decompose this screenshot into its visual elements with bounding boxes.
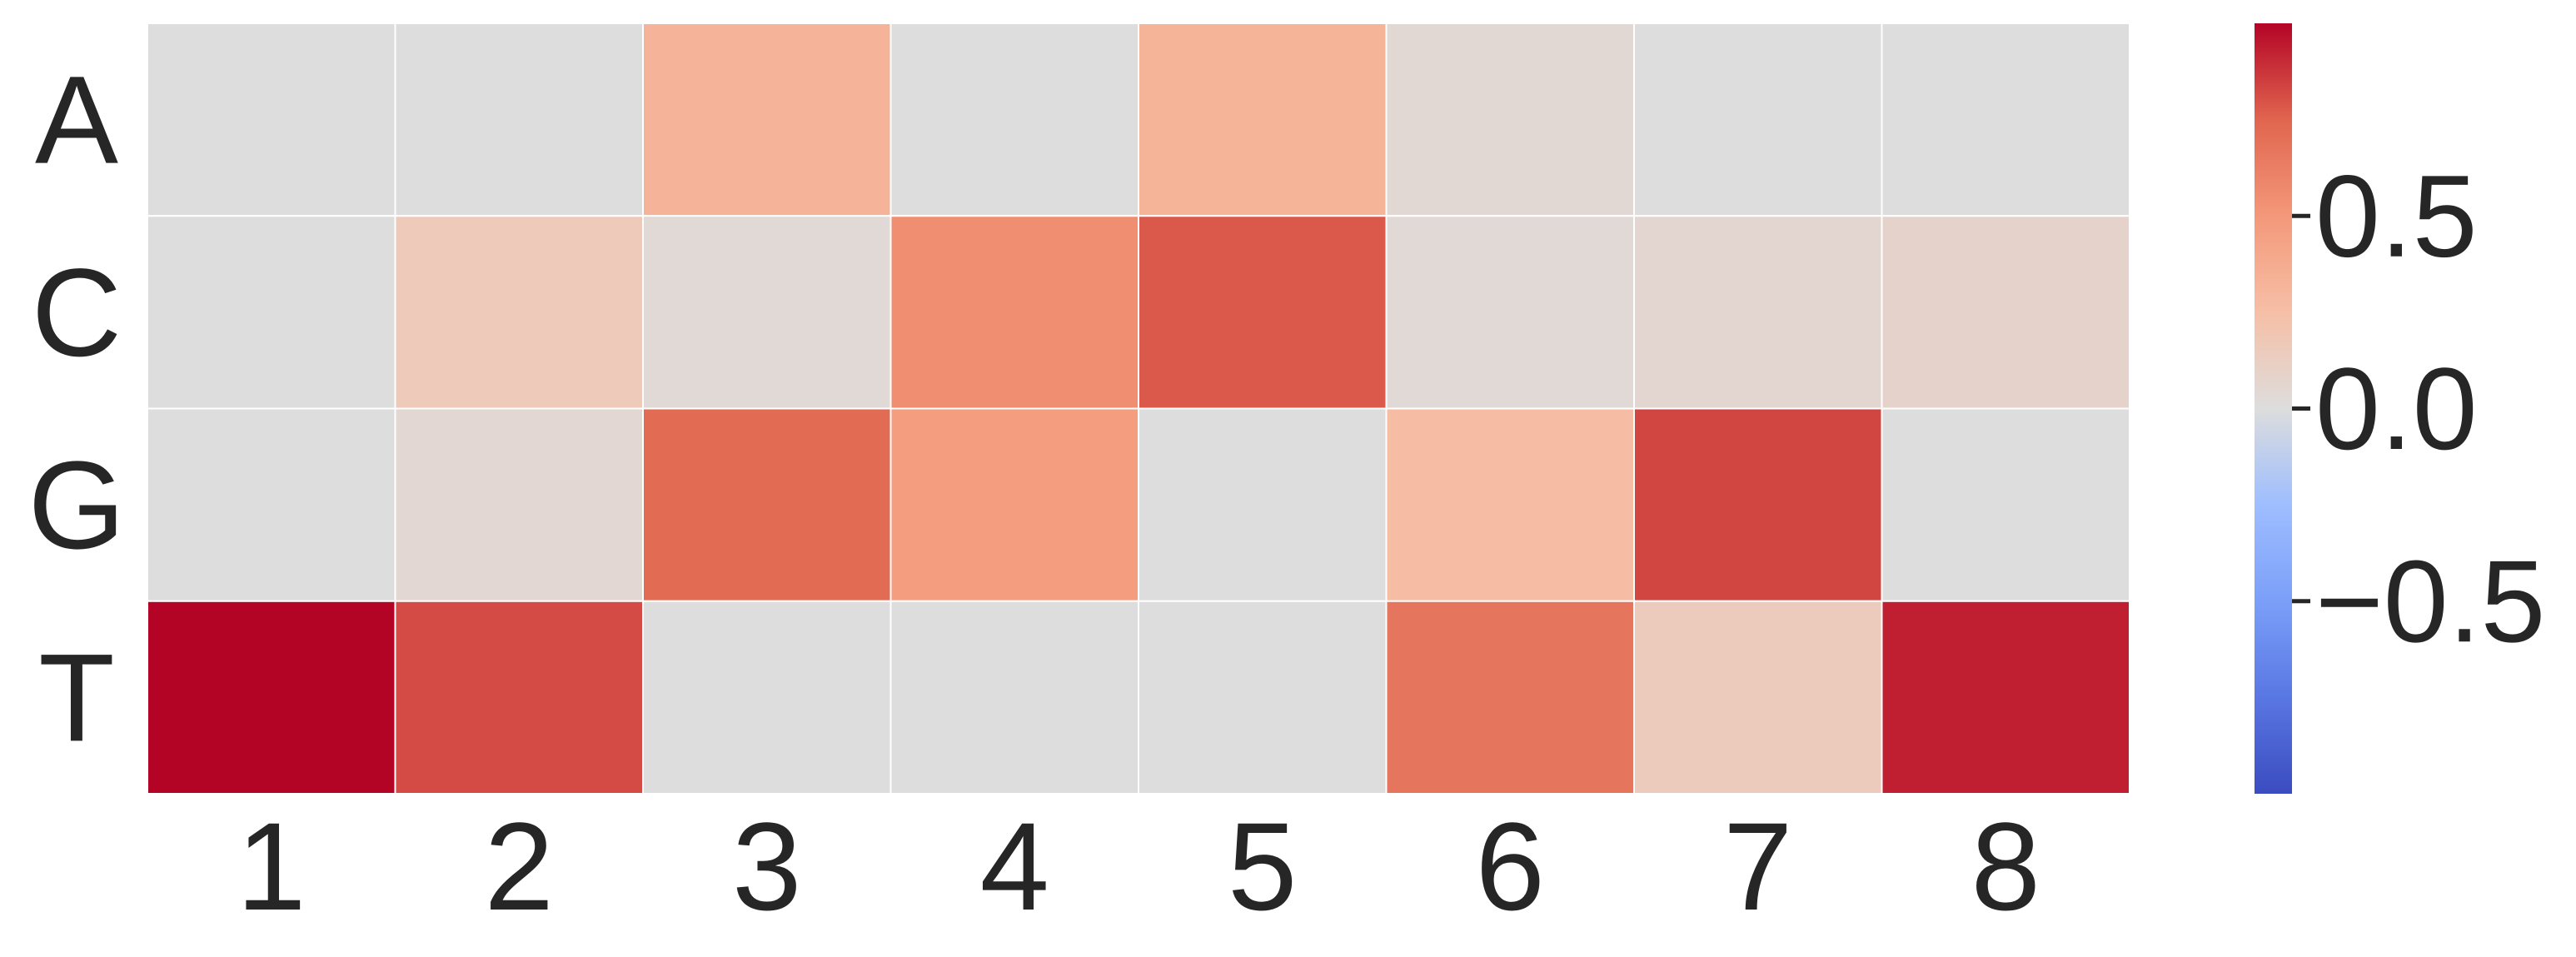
- heatmap-cell-A-6: [1385, 22, 1635, 217]
- heatmap-cell-T-5: [1138, 600, 1388, 795]
- heatmap-cell-G-7: [1633, 407, 1883, 602]
- heatmap-cell-A-2: [394, 22, 644, 217]
- heatmap-cell-G-1: [147, 407, 396, 602]
- heatmap-cell-G-8: [1881, 407, 2130, 602]
- y-tick-label-T: T: [38, 627, 115, 767]
- x-tick-labels: 1 2 3 4 5 6 7 8: [237, 796, 2040, 936]
- colorbar-ticks: −0.5 0.0 0.5: [2292, 151, 2545, 666]
- colorbar-tick-label: −0.5: [2315, 536, 2545, 666]
- heatmap-cell-A-7: [1633, 22, 1883, 217]
- heatmap-cell-C-3: [642, 215, 892, 410]
- heatmap-cell-C-6: [1385, 215, 1635, 410]
- x-tick-label-2: 2: [485, 796, 554, 936]
- heatmap-cell-A-8: [1881, 22, 2130, 217]
- heatmap-cell-T-8: [1881, 600, 2130, 795]
- heatmap-cell-A-1: [147, 22, 396, 217]
- heatmap-cell-C-2: [394, 215, 644, 410]
- y-tick-label-A: A: [35, 50, 118, 190]
- heatmap-cell-A-5: [1138, 22, 1388, 217]
- y-tick-label-G: G: [28, 435, 126, 575]
- heatmap-cell-C-8: [1881, 215, 2130, 410]
- x-tick-label-7: 7: [1723, 796, 1792, 936]
- heatmap-cell-T-2: [394, 600, 644, 795]
- heatmap-cell-G-4: [889, 407, 1139, 602]
- heatmap-cell-G-3: [642, 407, 892, 602]
- heatmap-cell-T-7: [1633, 600, 1883, 795]
- x-tick-label-4: 4: [980, 796, 1049, 936]
- heatmap-cell-C-4: [889, 215, 1139, 410]
- x-tick-label-6: 6: [1476, 796, 1545, 936]
- colorbar-tick-label: 0.5: [2315, 151, 2478, 282]
- heatmap-cell-T-1: [147, 600, 396, 795]
- heatmap-cells: [147, 22, 2130, 795]
- x-tick-label-8: 8: [1971, 796, 2040, 936]
- heatmap-cell-A-3: [642, 22, 892, 217]
- heatmap-cell-C-1: [147, 215, 396, 410]
- heatmap-cell-A-4: [889, 22, 1139, 217]
- heatmap-cell-C-5: [1138, 215, 1388, 410]
- heatmap-cell-G-2: [394, 407, 644, 602]
- x-tick-label-5: 5: [1228, 796, 1297, 936]
- colorbar-tick-label: 0.0: [2315, 343, 2478, 474]
- y-tick-label-C: C: [32, 242, 122, 382]
- x-tick-label-3: 3: [732, 796, 801, 936]
- heatmap-cell-T-4: [889, 600, 1139, 795]
- heatmap-cell-C-7: [1633, 215, 1883, 410]
- heatmap-cell-G-6: [1385, 407, 1635, 602]
- colorbar: [2255, 23, 2292, 794]
- heatmap-cell-T-3: [642, 600, 892, 795]
- heatmap-cell-G-5: [1138, 407, 1388, 602]
- heatmap-cell-T-6: [1385, 600, 1635, 795]
- x-tick-label-1: 1: [237, 796, 306, 936]
